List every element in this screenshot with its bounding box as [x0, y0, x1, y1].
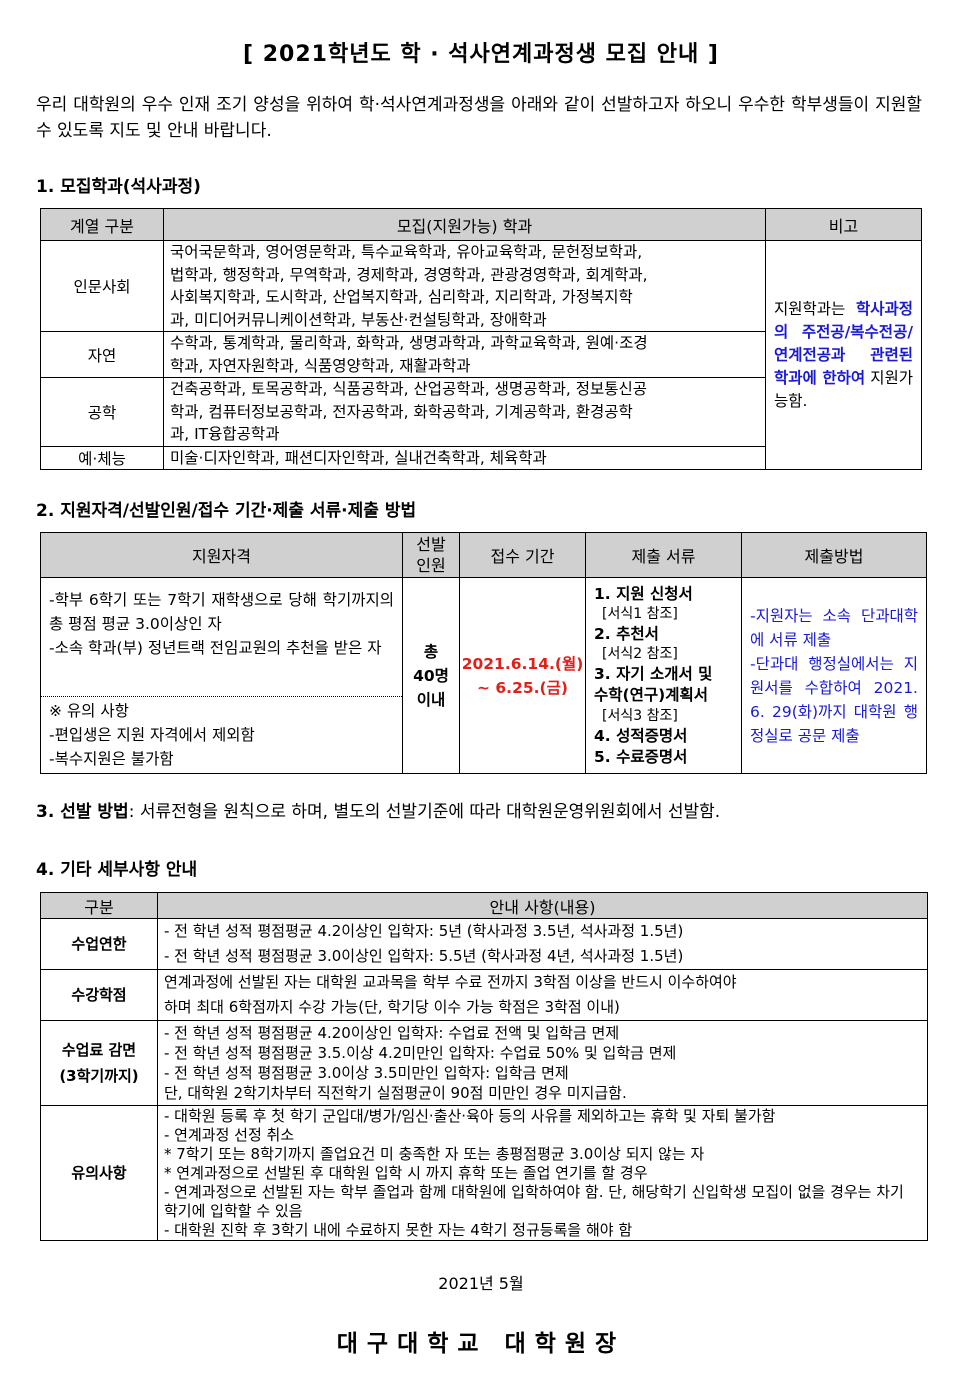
document-name: 1. 지원 신청서 [594, 584, 693, 603]
category-cell: 수강학점 [40, 969, 158, 1021]
document-ref: [서식3 참조] [602, 707, 678, 724]
period-cell: 2021.6.14.(월) ~ 6.25.(금) [459, 577, 586, 774]
footer-date: 2021년 5월 [438, 1274, 524, 1293]
section2-heading: 2. 지원자격/선발인원/접수 기간·제출 서류·제출 방법 [36, 501, 417, 521]
departments-cell: 국어국문학과, 영어영문학과, 특수교육학과, 유아교육학과, 문헌정보학과, … [163, 240, 766, 332]
document-ref: [서식1 참조] [602, 605, 678, 622]
header-content: 안내 사항(내용) [157, 892, 928, 919]
departments-cell: 미술·디자인학과, 패션디자인학과, 실내건축학과, 체육학과 [163, 445, 766, 470]
table-row: 수업연한 - 전 학년 성적 평점평균 4.2이상인 입학자: 5년 (학사과정… [40, 918, 928, 970]
header-remarks: 비고 [765, 208, 922, 241]
quota-cell: 총 40명 이내 [402, 577, 460, 774]
table-row: 예·체능 미술·디자인학과, 패션디자인학과, 실내건축학과, 체육학과 [40, 445, 922, 470]
remarks-cell: 지원학과는 학사과정의 주전공/복수전공/연계전공과 관련된 학과에 한하여 지… [765, 240, 922, 470]
header-category: 구분 [40, 892, 158, 919]
section3-label: 3. 선발 방법 [36, 802, 129, 822]
category-cell: 예·체능 [40, 445, 164, 470]
category-cell: 공학 [40, 377, 164, 447]
document-name: 3. 자기 소개서 및 수학(연구)계획서 [594, 664, 713, 704]
header-quota: 선발 인원 [402, 532, 460, 578]
qualification-cell: -학부 6학기 또는 7학기 재학생으로 당해 학기까지의 총 평점 평균 3.… [40, 577, 403, 774]
method-cell: -지원자는 소속 단과대학에 서류 제출 -단과대 행정실에서는 지원서를 수합… [741, 577, 927, 774]
document-item: 5. 수료증명서 [594, 747, 688, 766]
content-cell: 연계과정에 선발된 자는 대학원 교과목을 학부 수료 전까지 3학점 이상을 … [157, 969, 928, 1021]
table-row: 수업료 감면 (3학기까지) - 전 학년 성적 평점평균 4.20이상인 입학… [40, 1020, 928, 1106]
section3-text: : 서류전형을 원칙으로 하며, 별도의 선발기준에 따라 대학원운영위원회에서… [128, 802, 721, 822]
document-item: 3. 자기 소개서 및 수학(연구)계획서 [서식3 참조] [594, 664, 733, 726]
category-cell: 수업료 감면 (3학기까지) [40, 1020, 158, 1106]
document-ref: [서식2 참조] [602, 645, 678, 662]
content-cell: - 전 학년 성적 평점평균 4.2이상인 입학자: 5년 (학사과정 3.5년… [157, 918, 928, 970]
category-cell: 수업연한 [40, 918, 158, 970]
header-documents: 제출 서류 [585, 532, 742, 578]
header-period: 접수 기간 [459, 532, 586, 578]
remark-prefix: 지원학과는 [774, 299, 856, 318]
content-cell: - 전 학년 성적 평점평균 4.20이상인 입학자: 수업료 전액 및 입학금… [157, 1020, 928, 1106]
table-row: 자연 수학과, 통계학과, 물리학과, 화학과, 생명과학과, 과학교육학과, … [40, 331, 922, 378]
table-row: 수강학점 연계과정에 선발된 자는 대학원 교과목을 학부 수료 전까지 3학점… [40, 969, 928, 1021]
category-cell: 유의사항 [40, 1105, 158, 1241]
document-name: 2. 추천서 [594, 624, 659, 643]
table-row: 인문사회 국어국문학과, 영어영문학과, 특수교육학과, 유아교육학과, 문헌정… [40, 240, 922, 470]
departments-cell: 수학과, 통계학과, 물리학과, 화학과, 생명과학과, 과학교육학과, 원예·… [163, 331, 766, 378]
content-cell: - 대학원 등록 후 첫 학기 군입대/병가/임신·출산·육아 등의 사유를 제… [157, 1105, 928, 1241]
category-cell: 자연 [40, 331, 164, 378]
section1-heading: 1. 모집학과(석사과정) [36, 177, 201, 197]
details-table: 구분 안내 사항(내용) 수업연한 - 전 학년 성적 평점평균 4.2이상인 … [40, 892, 928, 1241]
document-item: 4. 성적증명서 [594, 726, 688, 745]
qualification-notes: ※ 유의 사항 -편입생은 지원 자격에서 제외함 -복수지원은 불가함 [41, 696, 402, 773]
signature: 대구대학교 대학원장 [336, 1331, 626, 1357]
page-title: [ 2021학년도 학 · 석사연계과정생 모집 안내 ] [243, 42, 719, 67]
section4-heading: 4. 기타 세부사항 안내 [36, 860, 198, 880]
remark-highlight: 학사과정의 주전공/복수전공/연계전공과 관련된 학과에 한하여 [774, 299, 913, 387]
qualification-text: -학부 6학기 또는 7학기 재학생으로 당해 학기까지의 총 평점 평균 3.… [49, 591, 394, 657]
header-category: 계열 구분 [40, 208, 164, 241]
section3: 3. 선발 방법: 서류전형을 원칙으로 하며, 별도의 선발기준에 따라 대학… [36, 797, 720, 822]
remark-suffix: 지원가능함. [774, 368, 913, 410]
document-item: 1. 지원 신청서 [서식1 참조] [594, 584, 733, 624]
header-qualification: 지원자격 [40, 532, 403, 578]
departments-table: 계열 구분 모집(지원가능) 학과 비고 인문사회 국어국문학과, 영어영문학과… [40, 208, 922, 470]
departments-cell: 건축공학과, 토목공학과, 식품공학과, 산업공학과, 생명공학과, 정보통신공… [163, 377, 766, 447]
documents-cell: 1. 지원 신청서 [서식1 참조] 2. 추천서 [서식2 참조] 3. 자기 소… [585, 577, 742, 774]
document-item: 2. 추천서 [서식2 참조] [594, 624, 733, 664]
header-departments: 모집(지원가능) 학과 [163, 208, 766, 241]
table-row: 공학 건축공학과, 토목공학과, 식품공학과, 산업공학과, 생명공학과, 정보… [40, 377, 922, 447]
application-table: 지원자격 선발 인원 접수 기간 제출 서류 제출방법 -학부 6학기 또는 7… [40, 532, 927, 774]
table-row: 유의사항 - 대학원 등록 후 첫 학기 군입대/병가/임신·출산·육아 등의 … [40, 1105, 928, 1241]
category-cell: 인문사회 [40, 240, 164, 332]
intro-paragraph: 우리 대학원의 우수 인재 조기 양성을 위하여 학·석사연계과정생을 아래와 … [36, 95, 922, 141]
header-method: 제출방법 [741, 532, 927, 578]
